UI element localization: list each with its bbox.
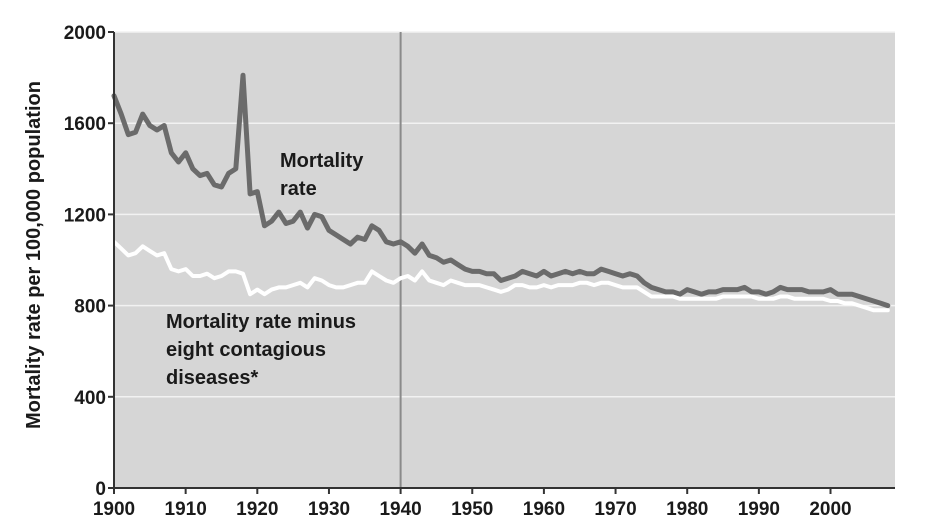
- x-tick-label-1910: 1910: [165, 499, 207, 520]
- annotation-minus-diseases-line1: Mortality rate minus: [166, 311, 356, 333]
- plot-area: [114, 32, 895, 488]
- series-line-mortality-rate: [111, 72, 891, 309]
- tick-labels: 0 400 800 1200 1600 2000 1900 1910 1920 1930 1940 1…: [64, 23, 852, 520]
- y-tick-label-1600: 1600: [64, 114, 106, 135]
- axes: [108, 31, 895, 494]
- x-tick-label-1980: 1980: [666, 499, 708, 520]
- annotation-mortality-rate-line2: rate: [280, 178, 317, 200]
- y-tick-label-800: 800: [74, 297, 106, 318]
- y-tick-label-2000: 2000: [64, 23, 106, 44]
- y-tick-label-0: 0: [95, 479, 106, 500]
- series-line-minus-contagious-diseases: [112, 239, 890, 313]
- x-tick-label-1950: 1950: [451, 499, 493, 520]
- x-tick-label-1960: 1960: [523, 499, 565, 520]
- y-tick-label-400: 400: [74, 388, 106, 409]
- x-tick-label-1930: 1930: [308, 499, 350, 520]
- y-tick-label-1200: 1200: [64, 205, 106, 226]
- x-tick-label-1990: 1990: [738, 499, 780, 520]
- annotation-minus-diseases-line3: diseases*: [166, 367, 259, 389]
- x-tick-label-1920: 1920: [236, 499, 278, 520]
- x-tick-label-1940: 1940: [379, 499, 421, 520]
- x-tick-label-1900: 1900: [93, 499, 135, 520]
- annotation-mortality-rate-line1: Mortality: [280, 150, 364, 172]
- annotation-mortality-rate: Mortality rate: [280, 150, 369, 200]
- series-layer: [111, 72, 891, 313]
- x-tick-label-2000: 2000: [809, 499, 851, 520]
- annotation-minus-diseases: Mortality rate minus eight contagious di…: [166, 311, 362, 389]
- annotation-minus-diseases-line2: eight contagious: [166, 339, 326, 361]
- y-axis-title: Mortality rate per 100,000 population: [23, 81, 45, 429]
- x-tick-label-1970: 1970: [594, 499, 636, 520]
